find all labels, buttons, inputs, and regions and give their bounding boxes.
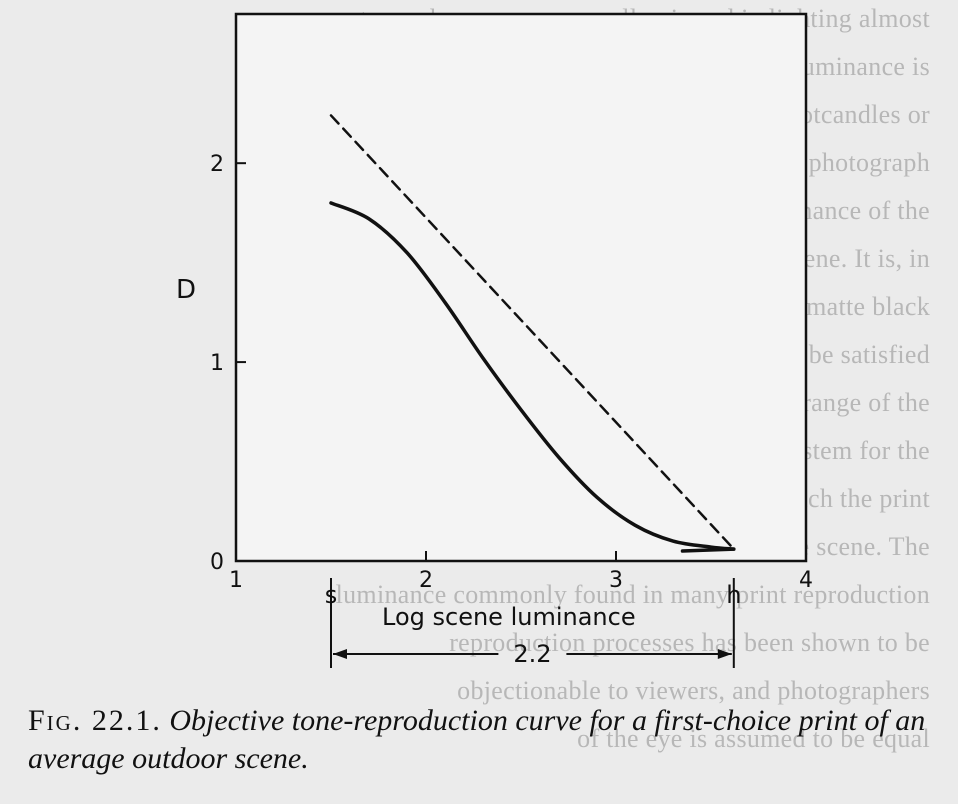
background-text-line: of the eye is assumed to be equal xyxy=(577,724,930,753)
background-text-line: reproduction processes has been shown to… xyxy=(449,628,930,657)
series-layer xyxy=(329,114,736,553)
x-tick-label: 3 xyxy=(609,568,623,593)
caption-text: Objective tone-reproduction curve for a … xyxy=(28,704,926,775)
h-marker-label: h xyxy=(726,581,741,609)
y-tick-label: 2 xyxy=(210,152,224,177)
x-tick-label: 2 xyxy=(419,568,433,593)
range-label: 2.2 xyxy=(513,640,551,668)
tone-reproduction-curve xyxy=(329,201,736,551)
x-axis-label: Log scene luminance xyxy=(382,603,636,631)
s-marker-label: s xyxy=(325,581,338,609)
caption-label: Fig. 22.1. xyxy=(28,704,162,737)
background-text-line: luminance commonly found in many print r… xyxy=(335,580,930,609)
x-tick-label: 1 xyxy=(229,568,243,593)
y-axis-label: D xyxy=(176,275,196,305)
plot-frame xyxy=(234,12,808,563)
background-text-line: objectionable to viewers, and photograph… xyxy=(457,676,930,705)
y-tick-label: 1 xyxy=(210,351,224,376)
range-arrowhead-right xyxy=(717,649,732,659)
dashed-reference-line xyxy=(329,114,736,551)
x-tick-label: 4 xyxy=(799,568,813,593)
toe-segment-line xyxy=(680,547,736,553)
range-arrowhead-left xyxy=(333,649,347,659)
figure-caption: Fig. 22.1. Objective tone-reproduction c… xyxy=(28,702,948,778)
y-tick-label: 0 xyxy=(210,550,224,575)
annotation-layer: s h 2.2 xyxy=(325,578,741,668)
